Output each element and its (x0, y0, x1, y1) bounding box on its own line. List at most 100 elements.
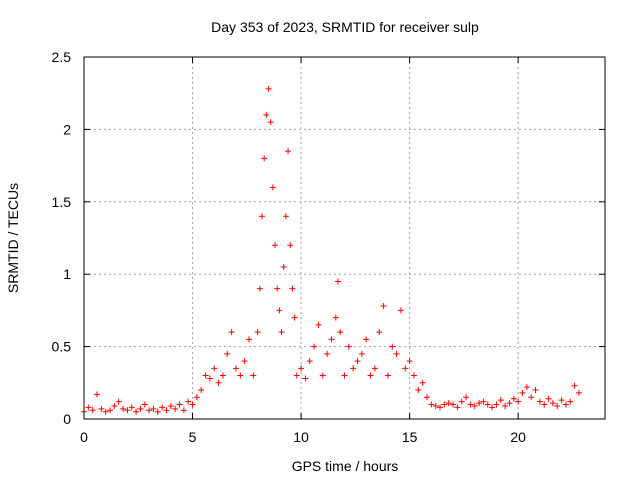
chart-title: Day 353 of 2023, SRMTID for receiver sul… (211, 19, 479, 35)
data-point (502, 402, 509, 409)
data-point (215, 379, 222, 386)
data-point (354, 358, 361, 365)
data-point (237, 372, 244, 379)
data-point (124, 407, 131, 414)
data-point (337, 329, 344, 336)
data-point (324, 350, 331, 357)
data-point (528, 394, 535, 401)
data-point (328, 336, 335, 343)
data-point (410, 372, 417, 379)
data-point (211, 365, 218, 372)
data-point (419, 379, 426, 386)
data-point (415, 387, 422, 394)
data-point (441, 401, 448, 408)
data-point (315, 321, 322, 328)
data-point (345, 343, 352, 350)
data-point (85, 404, 92, 411)
data-point (380, 303, 387, 310)
data-point (107, 407, 114, 414)
data-point (536, 398, 543, 405)
data-point (423, 394, 430, 401)
data-point (545, 395, 552, 402)
data-point (471, 402, 478, 409)
data-points (81, 85, 582, 415)
y-tick-labels: 0 0.5 1 1.5 2 2.5 (52, 49, 72, 427)
data-point (523, 384, 530, 391)
data-point (389, 343, 396, 350)
data-point (402, 365, 409, 372)
data-point (259, 213, 266, 220)
data-point (274, 285, 281, 292)
x-tick-label: 15 (402, 429, 418, 445)
data-point (428, 401, 435, 408)
data-point (154, 408, 161, 415)
data-point (493, 401, 500, 408)
data-point (241, 358, 248, 365)
data-point (384, 372, 391, 379)
data-point (302, 375, 309, 382)
x-tick-label: 10 (293, 429, 309, 445)
data-point (293, 372, 300, 379)
data-point (450, 401, 457, 408)
data-point (567, 398, 574, 405)
data-point (506, 400, 513, 407)
data-point (480, 398, 487, 405)
data-point (437, 404, 444, 411)
data-point (189, 401, 196, 408)
data-point (219, 372, 226, 379)
data-point (159, 404, 166, 411)
data-point (272, 242, 279, 249)
data-point (291, 314, 298, 321)
data-point (163, 407, 170, 414)
data-point (510, 395, 517, 402)
data-point (562, 401, 569, 408)
data-point (549, 400, 556, 407)
data-point (172, 405, 179, 412)
data-point (256, 285, 263, 292)
y-axis-label: SRMTID / TECUs (5, 183, 21, 293)
data-point (341, 372, 348, 379)
data-point (265, 85, 272, 92)
data-point (232, 365, 239, 372)
data-point (102, 408, 109, 415)
data-point (254, 329, 261, 336)
y-tick-label: 0.5 (52, 339, 72, 355)
data-point (445, 400, 452, 407)
data-point (120, 405, 127, 412)
data-point (128, 404, 135, 411)
data-point (571, 382, 578, 389)
data-point (334, 278, 341, 285)
data-point (176, 401, 183, 408)
data-point (397, 307, 404, 314)
data-point (358, 350, 365, 357)
data-point (350, 365, 357, 372)
data-point (167, 402, 174, 409)
data-point (554, 402, 561, 409)
data-point (141, 401, 148, 408)
data-point (519, 389, 526, 396)
data-point (367, 372, 374, 379)
x-tick-label: 5 (189, 429, 197, 445)
data-point (489, 404, 496, 411)
data-point (198, 387, 205, 394)
data-point (363, 336, 370, 343)
data-point (267, 119, 274, 126)
data-point (89, 407, 96, 414)
y-tick-label: 2 (63, 121, 71, 137)
data-point (280, 263, 287, 270)
y-tick-label: 0 (63, 411, 71, 427)
data-point (371, 365, 378, 372)
data-point (133, 408, 140, 415)
data-point (332, 314, 339, 321)
y-tick-label: 1 (63, 266, 71, 282)
data-point (180, 407, 187, 414)
x-tick-label: 20 (510, 429, 526, 445)
data-point (185, 398, 192, 405)
data-point (224, 350, 231, 357)
x-tick-labels: 0 5 10 15 20 (80, 429, 526, 445)
data-point (263, 111, 270, 118)
data-point (206, 375, 213, 382)
data-point (250, 372, 257, 379)
data-point (285, 148, 292, 155)
